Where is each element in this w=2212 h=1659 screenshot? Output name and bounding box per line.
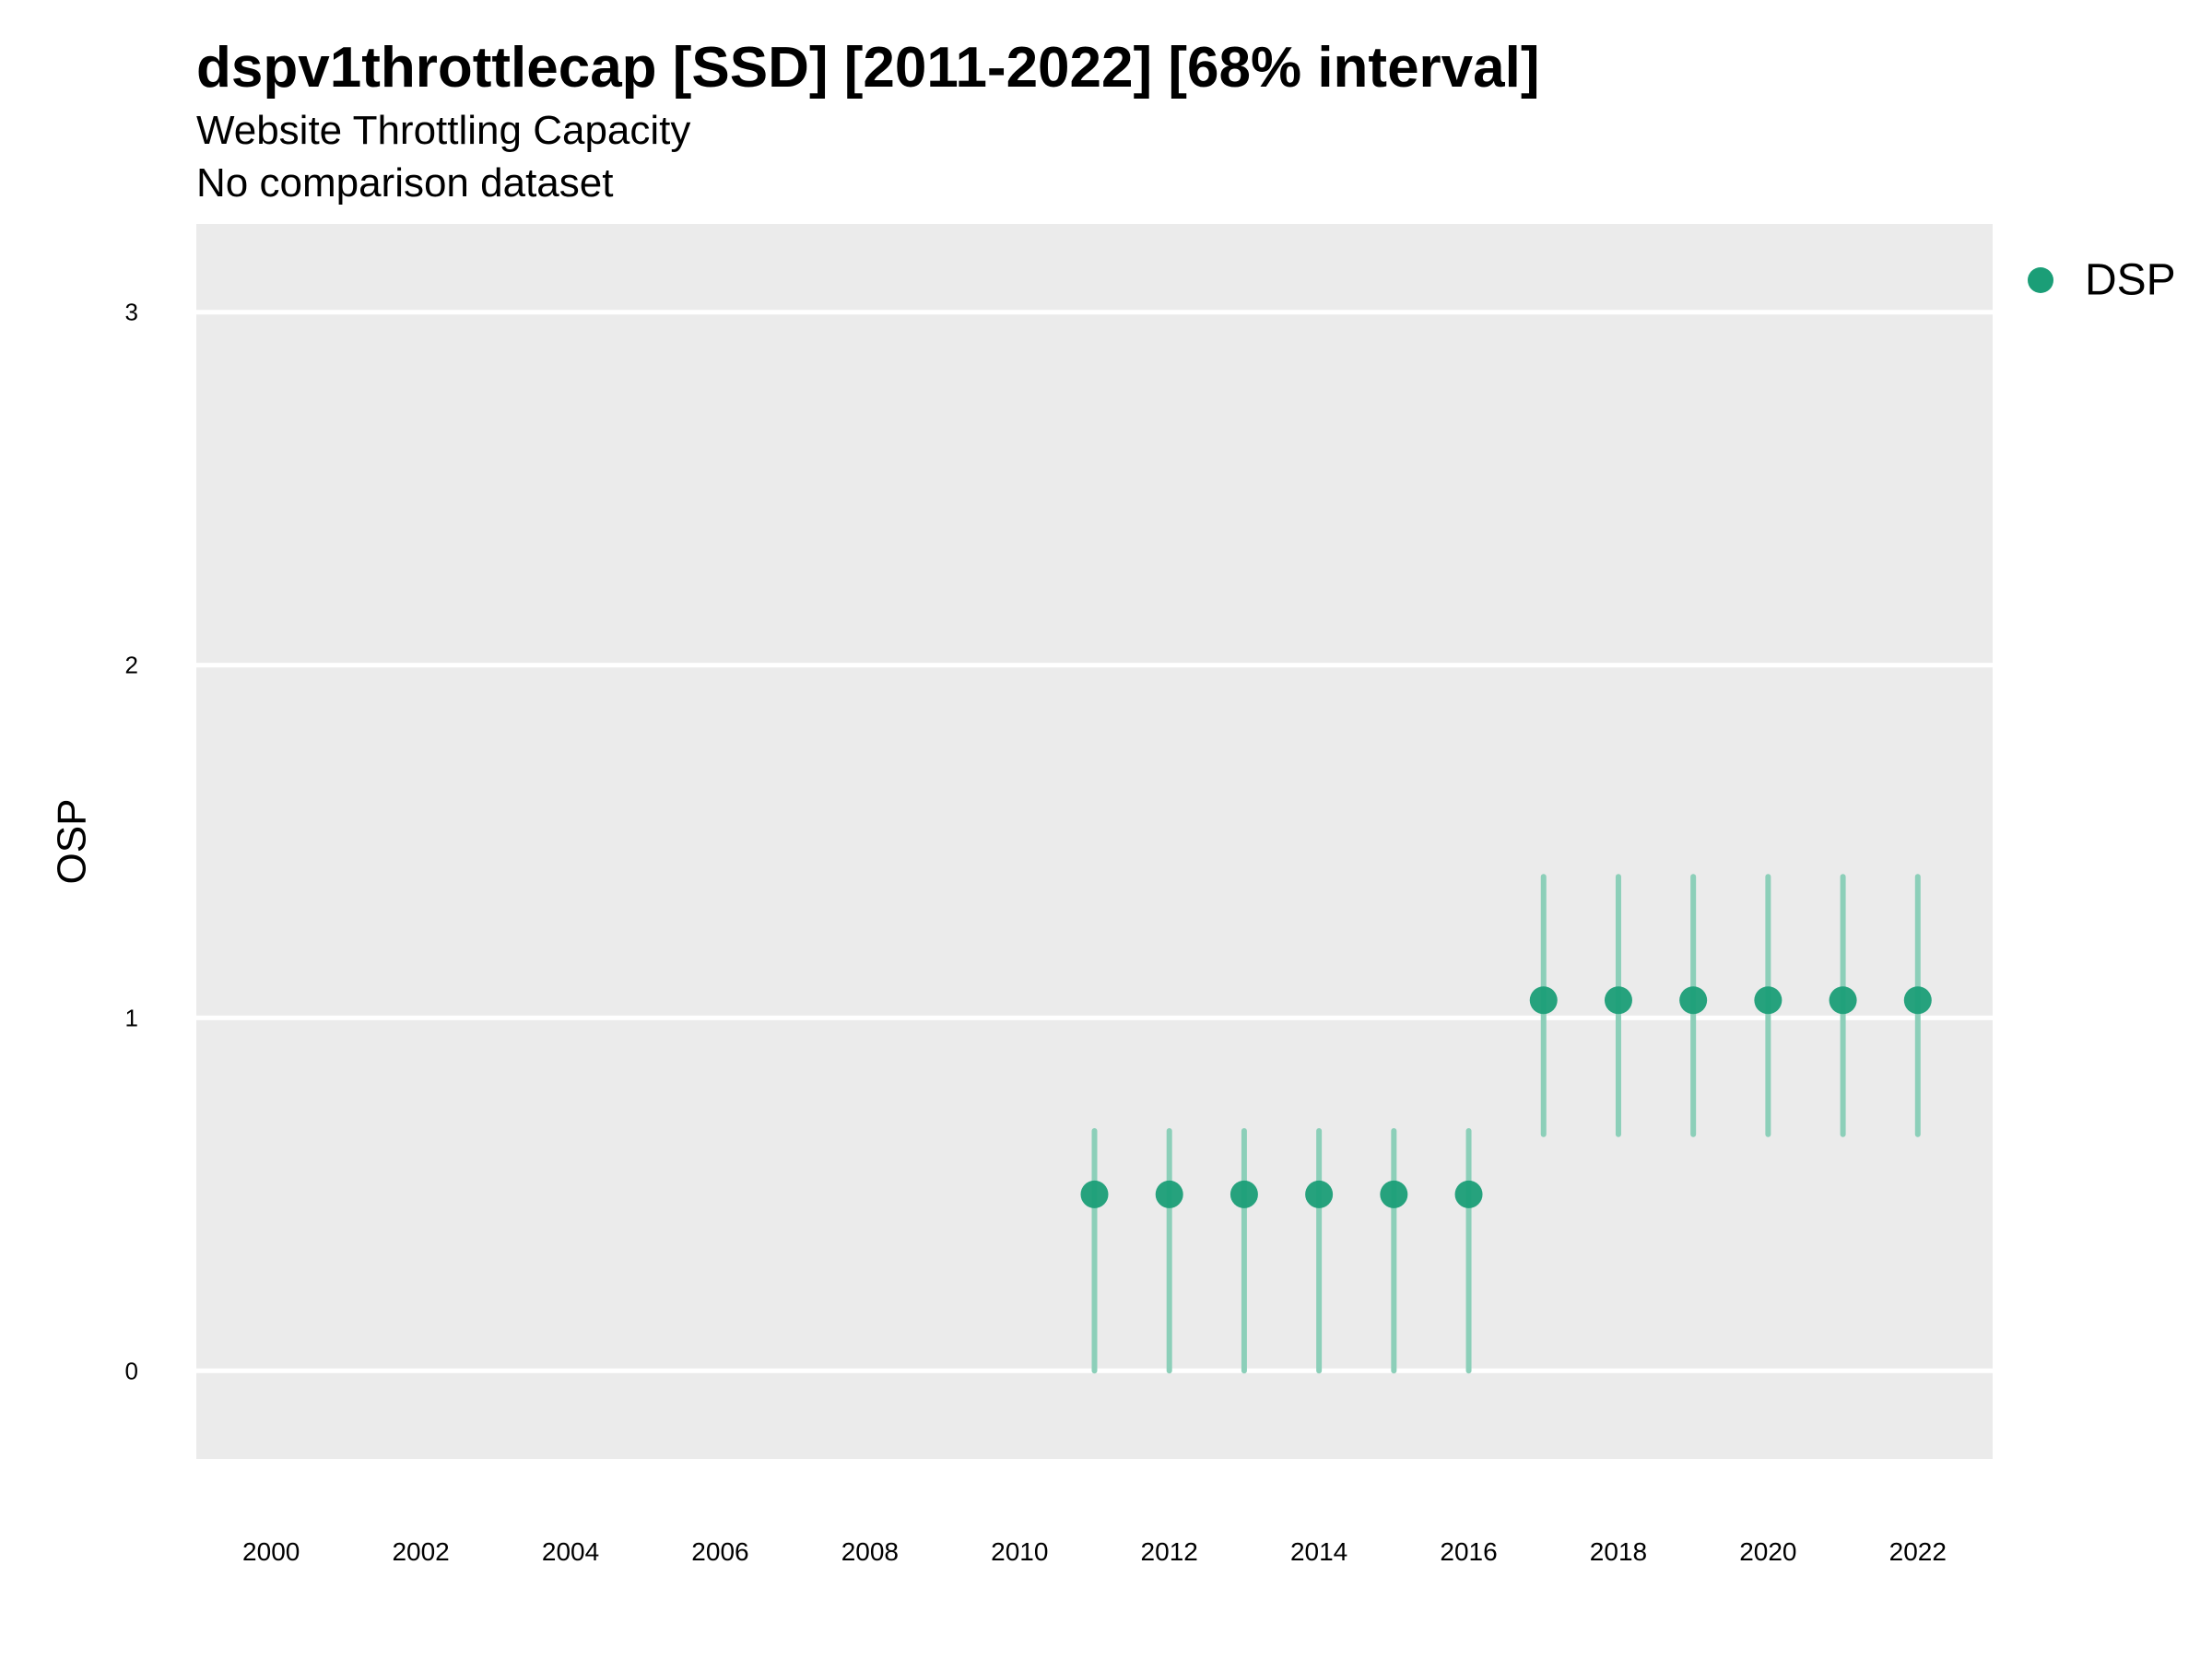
legend: DSP xyxy=(2028,256,2176,305)
x-tick-label: 2016 xyxy=(1440,1537,1497,1566)
x-tick-label: 2004 xyxy=(542,1537,599,1566)
x-tick-label: 2008 xyxy=(841,1537,899,1566)
x-tick-label: 2002 xyxy=(392,1537,449,1566)
data-point-2011 xyxy=(1080,1180,1109,1208)
x-tick-labels: 2000 2002 2004 2006 2008 2010 2012 2014 2016 2018… xyxy=(242,1537,1947,1566)
data-point-2019 xyxy=(1679,986,1708,1015)
data-point-2018 xyxy=(1604,986,1632,1015)
y-tick-labels: 0 1 2 3 xyxy=(125,299,138,1385)
data-point-2012 xyxy=(1155,1180,1183,1208)
x-tick-label: 2010 xyxy=(991,1537,1048,1566)
x-tick-label: 2000 xyxy=(242,1537,300,1566)
x-tick-label: 2018 xyxy=(1590,1537,1647,1566)
legend-label-dsp: DSP xyxy=(2085,256,2176,305)
y-tick-label: 3 xyxy=(125,299,138,326)
y-tick-label: 2 xyxy=(125,652,138,679)
data-point-2014 xyxy=(1305,1180,1334,1208)
y-tick-label: 0 xyxy=(125,1357,138,1384)
chart-subtitle: Website Throttling Capacity xyxy=(196,108,691,153)
legend-key-dsp xyxy=(2028,267,2053,293)
y-tick-label: 1 xyxy=(125,1004,138,1031)
data-point-2022 xyxy=(1903,986,1932,1015)
data-point-2015 xyxy=(1380,1180,1408,1208)
data-point-2013 xyxy=(1230,1180,1258,1208)
x-tick-label: 2012 xyxy=(1141,1537,1198,1566)
x-tick-label: 2006 xyxy=(691,1537,748,1566)
data-point-2021 xyxy=(1829,986,1857,1015)
data-point-2016 xyxy=(1454,1180,1483,1208)
data-point-2020 xyxy=(1754,986,1783,1015)
chart-caption: No comparison dataset xyxy=(196,160,614,206)
x-tick-label: 2014 xyxy=(1290,1537,1347,1566)
data-points xyxy=(1080,986,1932,1208)
y-axis-label: OSP xyxy=(50,799,95,885)
data-point-2017 xyxy=(1529,986,1558,1015)
x-tick-label: 2020 xyxy=(1739,1537,1796,1566)
chart-title: dspv1throttlecap [SSD] [2011-2022] [68% … xyxy=(196,36,1540,100)
x-tick-label: 2022 xyxy=(1889,1537,1947,1566)
